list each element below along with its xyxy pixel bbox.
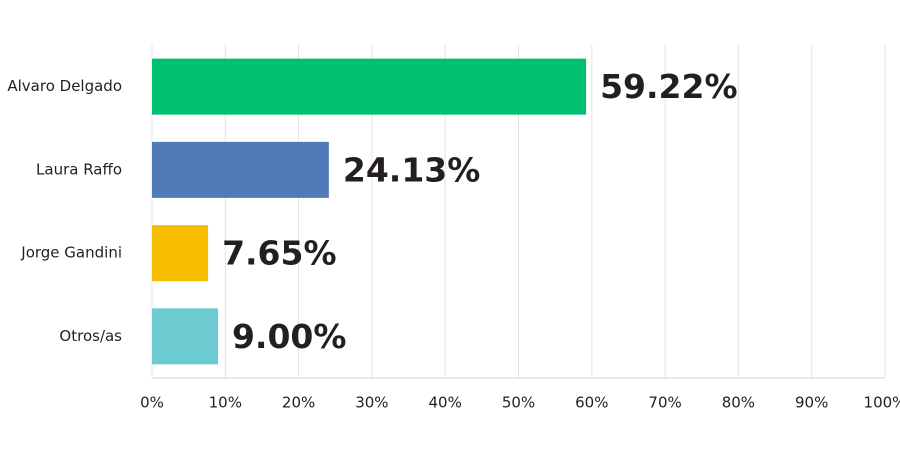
x-tick-label: 0%	[140, 394, 164, 412]
y-tick-label: Otros/as	[59, 327, 122, 345]
bar	[152, 308, 218, 365]
bar	[152, 225, 209, 282]
x-tick-label: 30%	[355, 394, 388, 412]
value-label: 7.65%	[222, 234, 337, 273]
x-tick-label: 50%	[502, 394, 535, 412]
value-label: 59.22%	[600, 67, 737, 106]
x-tick-label: 10%	[209, 394, 242, 412]
y-tick-label: Jorge Gandini	[20, 244, 122, 262]
value-label: 24.13%	[343, 150, 480, 189]
value-label: 9.00%	[232, 317, 347, 356]
x-tick-label: 40%	[429, 394, 462, 412]
x-tick-label: 100%	[864, 394, 900, 412]
bar	[152, 141, 329, 198]
x-tick-label: 90%	[795, 394, 828, 412]
x-tick-label: 80%	[722, 394, 755, 412]
y-tick-label: Alvaro Delgado	[7, 77, 122, 95]
x-tick-label: 70%	[648, 394, 681, 412]
x-tick-label: 20%	[282, 394, 315, 412]
y-tick-label: Laura Raffo	[36, 160, 122, 178]
bar	[152, 58, 587, 115]
x-tick-label: 60%	[575, 394, 608, 412]
